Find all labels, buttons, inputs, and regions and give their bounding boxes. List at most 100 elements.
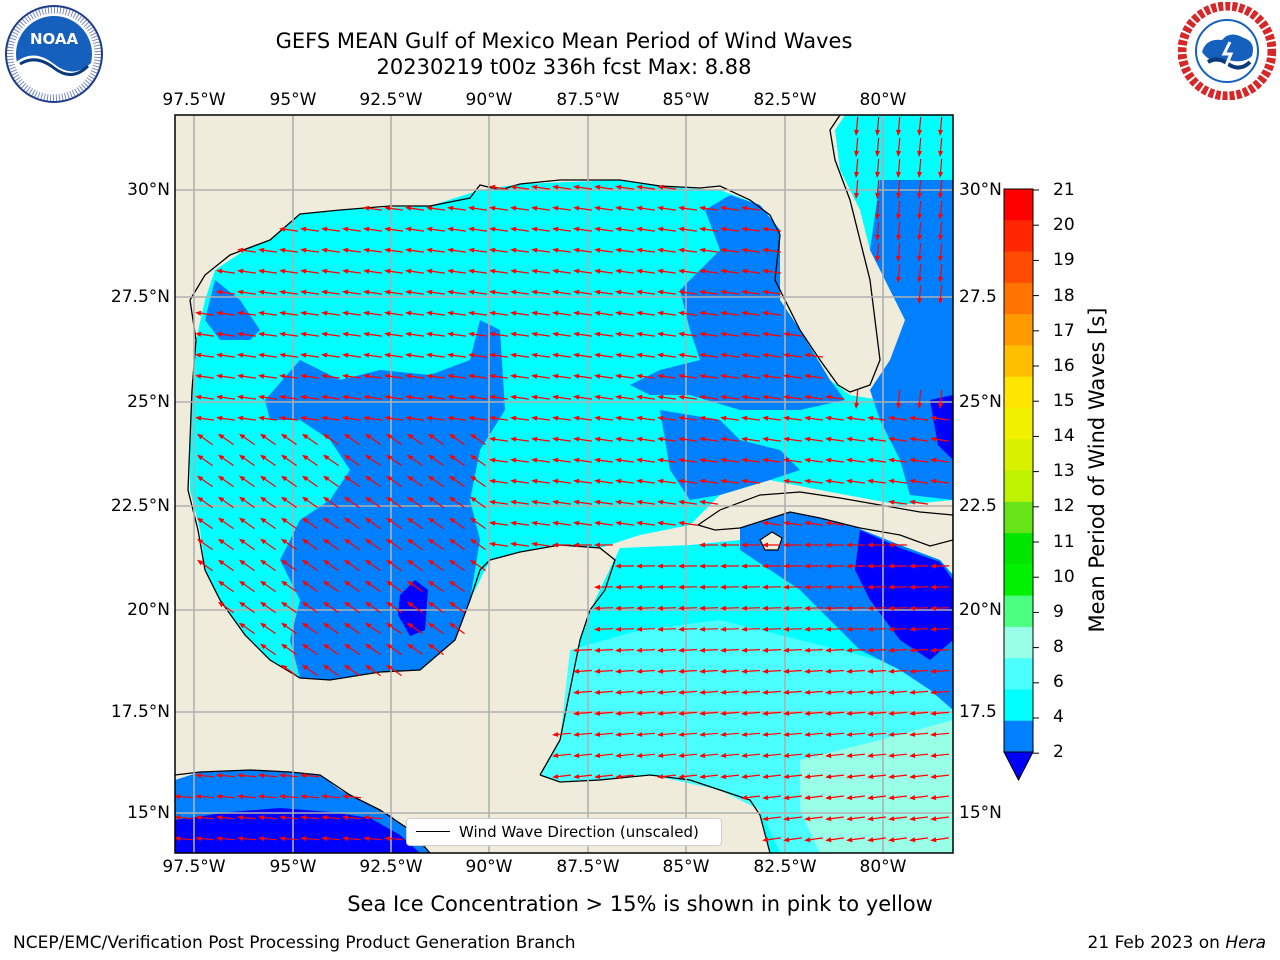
wave-arrow-head — [510, 394, 517, 400]
wave-arrow-head — [218, 475, 225, 482]
wave-arrow-head — [615, 184, 622, 190]
wave-arrow-head — [783, 626, 790, 632]
wave-arrow-head — [720, 478, 727, 484]
wave-arrow-head — [930, 626, 937, 632]
wave-arrow-head — [699, 478, 706, 484]
wave-arrow-head — [258, 247, 265, 253]
wave-arrow-head — [741, 732, 748, 737]
wave-arrow-head — [741, 542, 747, 548]
wave-arrow-head — [867, 457, 874, 463]
wave-arrow-head — [875, 255, 881, 262]
noaa-logo: NOAA — [5, 5, 103, 103]
wave-arrow-head — [594, 689, 601, 695]
colorbar-tick: 13 — [1053, 461, 1075, 481]
wave-arrow-head — [323, 601, 330, 608]
wave-arrow-head — [938, 255, 944, 262]
wave-arrow-head — [281, 454, 288, 461]
wave-arrow-head — [678, 310, 685, 316]
wave-arrow-head — [699, 457, 706, 463]
wave-arrow-head — [720, 668, 727, 674]
wave-arrow-head — [909, 689, 916, 695]
wave-arrow-head — [344, 433, 351, 440]
wave-arrow-head — [489, 394, 496, 400]
wave-arrow-head — [678, 732, 685, 737]
wave-arrow-head — [720, 226, 727, 232]
colorbar-segment — [1004, 533, 1033, 565]
lat-label: 30°N — [959, 180, 1002, 200]
wave-arrow-head — [783, 373, 790, 379]
wave-arrow-head — [762, 837, 769, 843]
wave-arrow-head — [741, 415, 748, 421]
wave-arrow-head — [636, 289, 643, 295]
wave-arrow-head — [678, 268, 685, 274]
wave-arrow-head — [741, 710, 748, 716]
wave-arrow-head — [531, 394, 538, 400]
wave-arrow-head — [762, 710, 769, 716]
wave-arrow-head — [657, 352, 664, 358]
wave-arrow-head — [342, 331, 349, 337]
wave-arrow-head — [468, 226, 475, 232]
wave-arrow-head — [783, 689, 790, 695]
wave-arrow-head — [321, 310, 328, 316]
wave-arrow-head — [657, 415, 664, 421]
wave-arrow-head — [386, 622, 393, 629]
wave-arrow-head — [804, 837, 811, 843]
wave-arrow-head — [938, 171, 944, 178]
wave-arrow-head — [573, 247, 580, 253]
wave-arrow-head — [407, 580, 414, 587]
wave-arrow-head — [428, 601, 435, 608]
wave-arrow-head — [218, 601, 225, 608]
wave-arrow-head — [938, 192, 944, 199]
wave-arrow-head — [615, 226, 622, 232]
wave-arrow-head — [195, 331, 202, 337]
wave-arrow-head — [594, 310, 601, 316]
wave-arrow-head — [867, 605, 874, 611]
wave-arrow-head — [783, 795, 790, 801]
wave-arrow-head — [237, 794, 244, 800]
wave-arrow-head — [741, 457, 748, 463]
wave-arrow-head — [657, 289, 664, 295]
wave-arrow-head — [917, 213, 923, 220]
wave-arrow-head — [909, 605, 916, 611]
wave-arrow-head — [762, 626, 769, 632]
gulf-water-blue — [205, 280, 260, 340]
colorbar-tick: 20 — [1053, 215, 1075, 235]
wave-arrow-head — [342, 836, 349, 842]
wave-arrow-head — [321, 836, 328, 842]
wave-arrow-head — [300, 352, 307, 358]
wave-arrow-head — [531, 436, 538, 442]
wave-arrow-head — [888, 837, 895, 843]
wave-arrow-head — [888, 668, 895, 674]
wave-arrow-head — [405, 268, 412, 274]
wave-arrow-head — [428, 517, 435, 524]
wave-arrow-head — [321, 815, 328, 821]
wave-arrow-head — [365, 664, 372, 671]
wave-arrow-head — [594, 289, 601, 295]
wave-arrow-head — [846, 626, 853, 632]
wave-arrow-head — [510, 184, 517, 190]
wave-arrow-head — [741, 584, 748, 590]
wave-arrow-head — [657, 310, 664, 316]
colorbar-segment — [1004, 595, 1033, 628]
wave-arrow-head — [281, 475, 288, 482]
wave-arrow-head — [323, 538, 330, 545]
wave-arrow-head — [384, 226, 391, 232]
wave-arrow-head — [699, 774, 706, 779]
wave-arrow-head — [804, 373, 811, 379]
wave-arrow-head — [428, 559, 435, 566]
wave-arrow-head — [365, 517, 372, 524]
wave-arrow-head — [573, 478, 580, 484]
wave-arrow-head — [699, 415, 706, 421]
wave-arrow-head — [344, 622, 351, 629]
wave-arrow-head — [470, 538, 477, 545]
wave-arrow-head — [615, 205, 622, 211]
wave-arrow-head — [909, 647, 916, 653]
wave-arrow-head — [720, 415, 727, 421]
wave-arrow-head — [594, 647, 601, 653]
wave-arrow-head — [762, 394, 769, 400]
wave-arrow-head — [468, 373, 475, 379]
wave-arrow-head — [426, 310, 433, 316]
wave-arrow-head — [594, 753, 601, 758]
gulf-water-blue — [265, 320, 505, 680]
wave-arrow-head — [363, 268, 370, 274]
